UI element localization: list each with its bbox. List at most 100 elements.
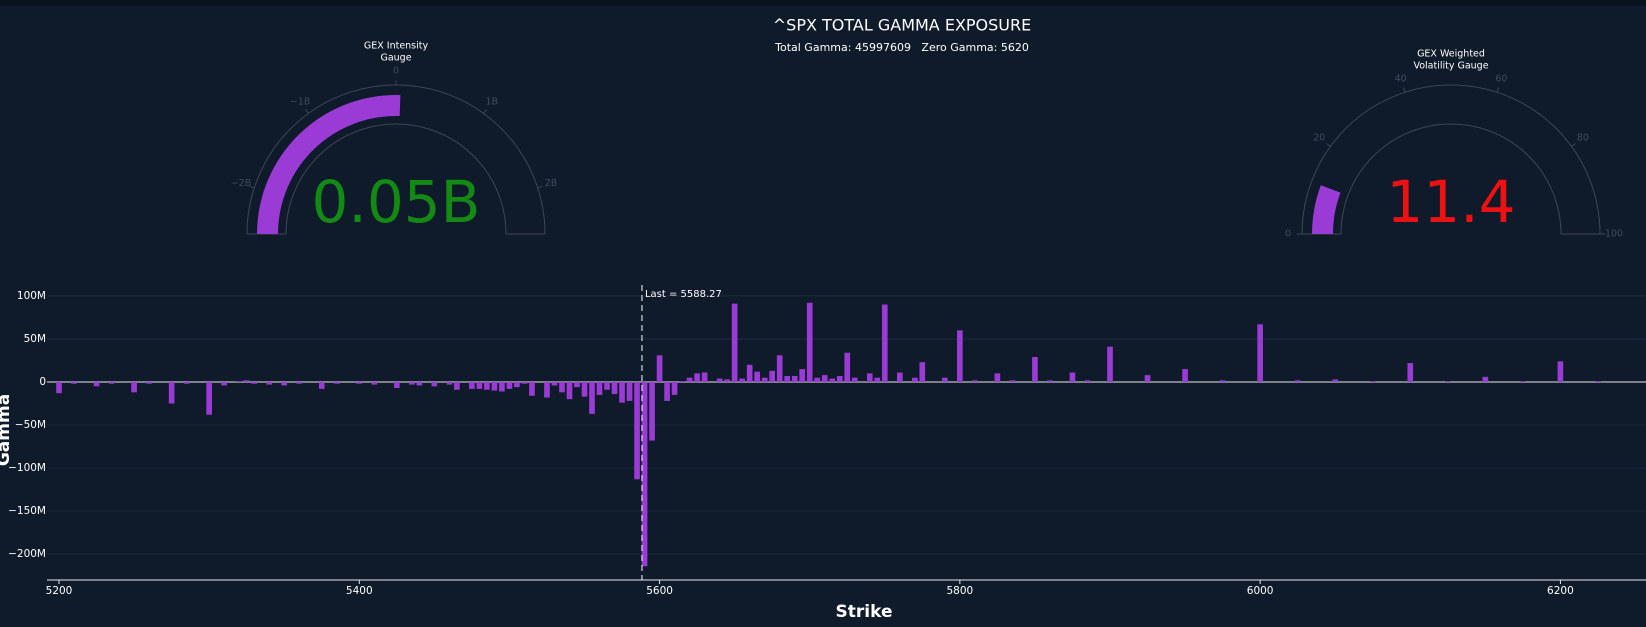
bar — [844, 352, 851, 382]
bar — [243, 380, 250, 382]
bar — [93, 382, 100, 387]
bar — [656, 355, 663, 382]
bar — [881, 304, 888, 382]
gauge-bar — [257, 94, 401, 234]
bar — [544, 382, 550, 398]
bar — [1482, 376, 1489, 382]
bar — [529, 382, 535, 396]
bar — [566, 382, 573, 400]
bar — [724, 379, 730, 382]
gauge-tick — [1571, 143, 1576, 147]
y-tick-label: 50M — [24, 333, 46, 345]
bar — [754, 371, 760, 382]
bar — [1595, 381, 1601, 382]
bar — [371, 382, 378, 385]
gauge-tick — [483, 109, 487, 114]
bar — [1219, 380, 1226, 382]
gauge-outline — [246, 84, 546, 235]
bar — [761, 377, 768, 382]
bar — [454, 382, 460, 390]
bar — [446, 382, 453, 385]
x-tick-label: 5600 — [646, 585, 673, 597]
bar — [333, 382, 340, 384]
bar — [814, 377, 821, 382]
bar — [574, 382, 580, 388]
bar — [559, 382, 565, 393]
y-tick-label: −150M — [8, 505, 46, 517]
gauge-tick — [1326, 143, 1331, 147]
bar — [1107, 346, 1113, 382]
bar — [994, 373, 1001, 382]
chart-title: ^SPX TOTAL GAMMA EXPOSURE — [773, 16, 1032, 35]
bar — [394, 382, 400, 389]
gauge-title: GEX Intensity — [364, 41, 429, 52]
y-tick-label: 100M — [17, 290, 46, 302]
gauge-value: 11.4 — [1386, 168, 1515, 236]
bar — [506, 382, 513, 389]
x-tick-label: 5800 — [946, 585, 973, 597]
bar — [671, 382, 678, 395]
bar — [776, 355, 783, 382]
gauge-tick-label: −1B — [290, 97, 311, 108]
gauge-value: 0.05B — [312, 168, 481, 236]
bar — [739, 378, 745, 382]
bar — [514, 382, 520, 388]
bar — [356, 382, 363, 384]
bar — [251, 382, 258, 384]
y-tick-label: 0 — [39, 376, 46, 388]
bar — [626, 382, 633, 401]
bar — [1144, 375, 1151, 382]
last-price-label: Last = 5588.27 — [645, 289, 722, 300]
gauge-tick-label: 0 — [393, 66, 399, 77]
bar — [896, 372, 903, 382]
bar — [56, 382, 62, 394]
bar — [716, 378, 723, 382]
bar — [619, 382, 625, 403]
bar — [206, 382, 212, 415]
bar — [1032, 357, 1038, 382]
bar — [874, 377, 881, 382]
bar — [919, 362, 926, 382]
bar — [596, 382, 603, 395]
bar — [431, 382, 438, 387]
bar — [1069, 372, 1076, 382]
bar — [649, 382, 655, 441]
bar — [1084, 380, 1091, 382]
bar — [769, 370, 775, 382]
y-tick-label: −50M — [15, 419, 46, 431]
bar — [318, 382, 325, 389]
gauge-tick-label: −2B — [231, 178, 252, 189]
gauge-tick-label: 2B — [545, 178, 558, 189]
gauge-tick-label: 100 — [1605, 229, 1623, 240]
x-tick-label: 5400 — [346, 585, 373, 597]
bar — [1369, 381, 1376, 382]
bar — [581, 382, 588, 397]
bar — [146, 382, 152, 384]
bar — [521, 382, 528, 384]
bar — [866, 373, 873, 382]
bar — [604, 382, 610, 390]
bar — [221, 382, 227, 386]
bar — [911, 377, 918, 382]
bar — [731, 303, 738, 382]
gauge-tick — [305, 109, 309, 114]
bar — [851, 377, 858, 382]
bar — [957, 330, 963, 382]
gauge-tick — [1496, 87, 1500, 93]
bar — [972, 380, 978, 382]
bar — [799, 369, 806, 382]
bar — [1407, 363, 1414, 382]
top-strip — [0, 0, 1646, 6]
bar — [942, 377, 948, 382]
bar — [476, 382, 483, 389]
gauge-outline — [1301, 84, 1601, 235]
gauge-tick — [249, 185, 255, 189]
bar — [1520, 381, 1526, 382]
bar — [641, 382, 648, 567]
bar — [183, 382, 190, 384]
bar — [664, 382, 670, 401]
bar — [784, 375, 791, 382]
bar — [281, 382, 288, 386]
bar — [836, 375, 843, 382]
